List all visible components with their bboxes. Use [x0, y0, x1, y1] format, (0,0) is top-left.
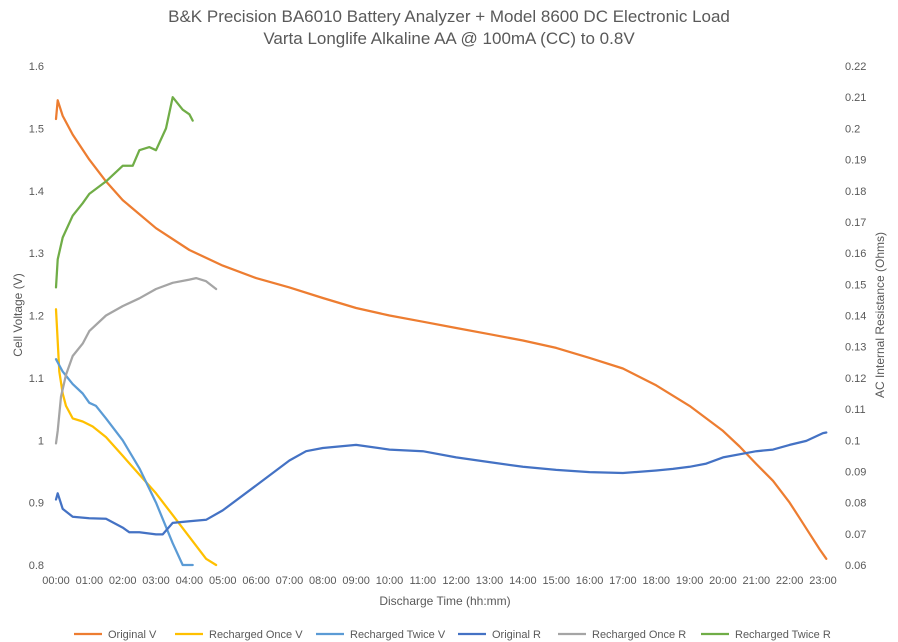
y2-tick-label: 0.2 [845, 123, 860, 135]
y-tick-label: 0.8 [29, 560, 44, 572]
chart-subtitle: Varta Longlife Alkaline AA @ 100mA (CC) … [263, 29, 635, 48]
x-tick-label: 05:00 [209, 575, 237, 587]
x-tick-label: 04:00 [176, 575, 204, 587]
x-tick-label: 03:00 [142, 575, 170, 587]
plot-lines [54, 96, 828, 567]
x-tick-label: 02:00 [109, 575, 137, 587]
x-tick-label: 10:00 [376, 575, 404, 587]
y-tick-label: 1.6 [29, 61, 44, 73]
x-tick-label: 20:00 [709, 575, 737, 587]
x-tick-label: 00:00 [42, 575, 70, 587]
y2-tick-label: 0.13 [845, 342, 866, 354]
y2-tick-label: 0.14 [845, 311, 866, 323]
legend-label-recharged-twice-r: Recharged Twice R [735, 629, 831, 641]
x-tick-label: 09:00 [342, 575, 370, 587]
y2-tick-label: 0.09 [845, 466, 866, 478]
x-tick-label: 13:00 [476, 575, 504, 587]
legend-label-recharged-once-v: Recharged Once V [209, 629, 303, 641]
y-axis-label: Cell Voltage (V) [11, 273, 25, 356]
y-tick-label: 0.9 [29, 498, 44, 510]
y2-axis-label: AC Internal Resistance (Ohms) [873, 232, 887, 398]
y-tick-label: 1.2 [29, 311, 44, 323]
series-line-original-v [54, 99, 828, 560]
legend-label-original-r: Original R [492, 629, 541, 641]
y-tick-label: 1.4 [29, 186, 44, 198]
x-tick-label: 19:00 [676, 575, 704, 587]
x-tick-label: 11:00 [409, 575, 436, 587]
series-line-recharged-twice-v [54, 358, 194, 567]
y2-tick-label: 0.21 [845, 92, 866, 104]
x-tick-label: 01:00 [76, 575, 104, 587]
chart-title: B&K Precision BA6010 Battery Analyzer + … [168, 7, 730, 26]
y2-tick-label: 0.19 [845, 155, 866, 167]
series-line-recharged-once-v [54, 308, 218, 567]
legend-label-original-v: Original V [108, 629, 157, 641]
y2-tick-label: 0.07 [845, 529, 866, 541]
x-tick-label: 21:00 [743, 575, 771, 587]
y2-axis-ticks: 0.06 0.07 0.08 0.09 0.1 0.11 0.12 0.13 0.14 0.15 0… [845, 61, 866, 572]
y-tick-label: 1.3 [29, 248, 44, 260]
x-tick-label: 23:00 [809, 575, 837, 587]
y2-tick-label: 0.08 [845, 498, 866, 510]
y2-tick-label: 0.18 [845, 186, 866, 198]
x-tick-label: 22:00 [776, 575, 804, 587]
y2-tick-label: 0.16 [845, 248, 866, 260]
legend-label-recharged-twice-v: Recharged Twice V [350, 629, 446, 641]
x-tick-label: 06:00 [242, 575, 270, 587]
y2-tick-label: 0.12 [845, 373, 866, 385]
y2-tick-label: 0.11 [845, 404, 866, 416]
series-line-recharged-once-r [54, 276, 218, 445]
x-tick-label: 14:00 [509, 575, 537, 587]
x-tick-label: 12:00 [442, 575, 470, 587]
y-tick-label: 1 [38, 435, 44, 447]
x-tick-label: 18:00 [642, 575, 670, 587]
x-axis-ticks: 00:00 01:00 02:00 03:00 04:00 05:00 06:00 07:00… [42, 575, 837, 587]
y2-tick-label: 0.1 [845, 435, 860, 447]
y-tick-label: 1.5 [29, 123, 44, 135]
x-tick-label: 07:00 [276, 575, 304, 587]
y-tick-label: 1.1 [29, 373, 44, 385]
legend-label-recharged-once-r: Recharged Once R [592, 629, 686, 641]
legend: Original V Recharged Once V Recharged Twic… [74, 629, 831, 641]
series-line-original-r [54, 431, 828, 536]
y2-tick-label: 0.17 [845, 217, 866, 229]
y2-tick-label: 0.22 [845, 61, 866, 73]
x-tick-label: 08:00 [309, 575, 337, 587]
y-axis-ticks: 0.8 0.9 1 1.1 1.2 1.3 1.4 1.5 1.6 [29, 61, 44, 572]
x-axis-label: Discharge Time (hh:mm) [379, 594, 510, 608]
y2-tick-label: 0.06 [845, 560, 866, 572]
x-tick-label: 17:00 [609, 575, 637, 587]
y2-tick-label: 0.15 [845, 279, 866, 291]
series-line-recharged-twice-r [54, 96, 194, 289]
x-tick-label: 16:00 [576, 575, 604, 587]
x-tick-label: 15:00 [542, 575, 570, 587]
